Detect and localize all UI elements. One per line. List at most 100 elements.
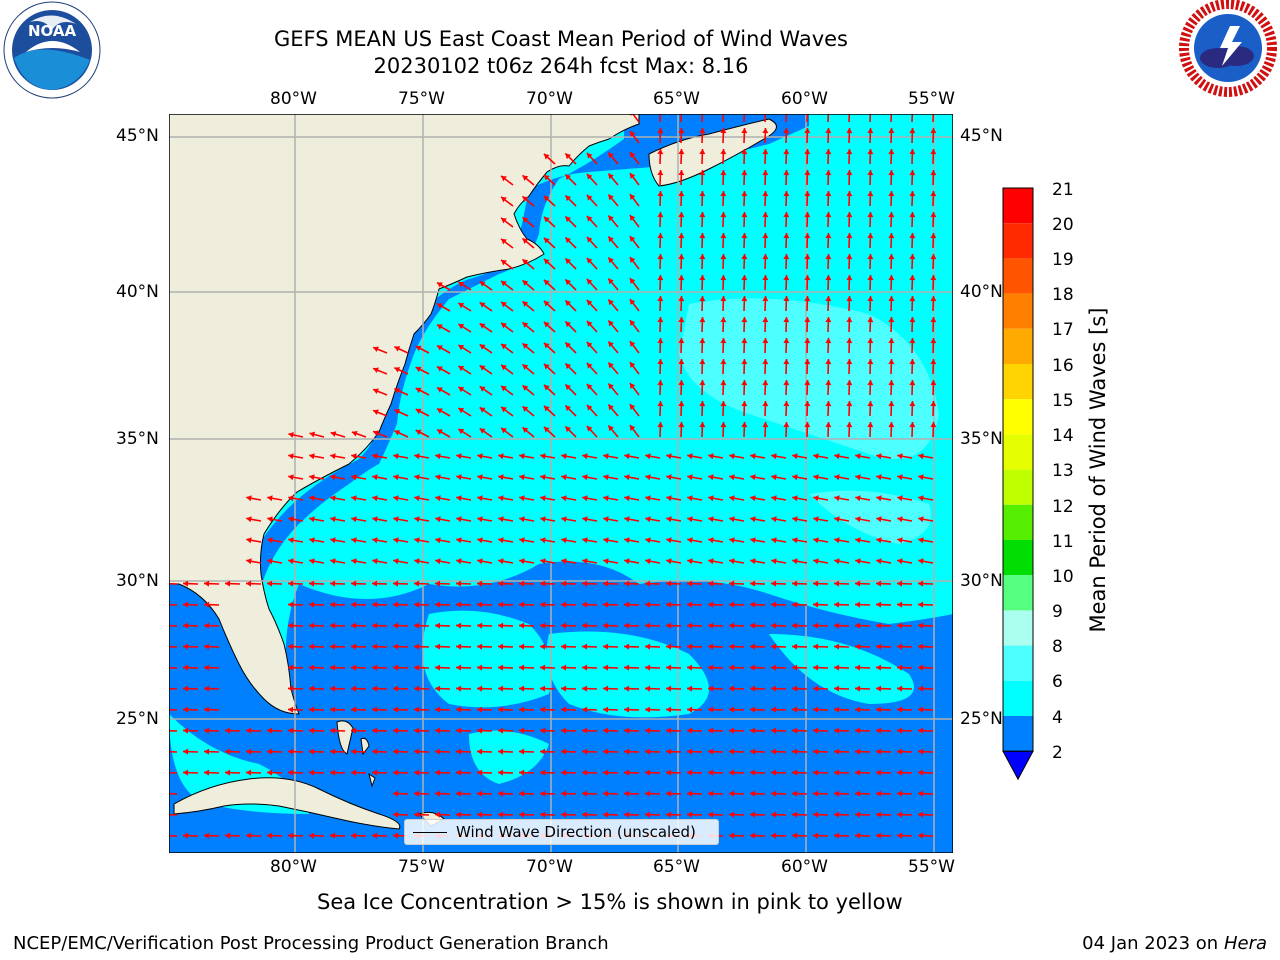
colorbar-level [1003,399,1033,435]
wind-wave-arrow [169,834,178,837]
colorbar-level [1003,540,1033,576]
wind-wave-arrowhead [855,643,861,650]
wind-wave-arrowhead [586,215,593,222]
wind-wave-arrow [890,114,893,123]
wind-wave-arrowhead [477,495,483,502]
chart-title: GEFS MEAN US East Coast Mean Period of W… [274,27,848,51]
wind-wave-arrowhead [519,453,525,460]
wind-wave-arrowhead [246,832,252,839]
wind-wave-arrowhead [867,359,874,365]
wind-wave-arrowhead [519,495,525,502]
wind-wave-arrowhead [897,474,903,481]
wind-wave-arrowhead [479,344,486,350]
wind-wave-arrowhead [415,429,422,436]
wind-wave-arrowhead [435,811,441,818]
wind-wave-arrowhead [540,495,546,502]
lat-label-left: 40°N [116,282,159,302]
wind-wave-arrowhead [867,317,874,323]
wind-wave-arrowhead [687,643,693,650]
wind-wave-arrowhead [666,685,672,692]
wind-wave-arrowhead [393,832,399,839]
wind-wave-arrowhead [522,175,529,181]
wind-wave-arrowhead [183,706,189,713]
wind-wave-arrowhead [804,296,811,302]
wind-wave-arrowhead [834,811,840,818]
wind-wave-arrowhead [687,664,693,671]
wind-wave-arrowhead [246,495,252,502]
wind-wave-arrowhead [246,516,252,523]
wind-wave-arrowhead [729,643,735,650]
wind-wave-arrowhead [888,212,895,218]
wind-wave-arrowhead [561,643,567,650]
wind-wave-arrowhead [666,811,672,818]
wind-wave-arrowhead [393,558,399,565]
wind-wave-arrowhead [750,474,756,481]
wind-wave-arrowhead [477,537,483,544]
wind-wave-arrowhead [435,474,441,481]
wind-wave-arrowhead [498,664,504,671]
wind-wave-arrow [169,813,178,816]
wind-wave-arrowhead [624,685,630,692]
wind-wave-arrowhead [666,643,672,650]
wind-wave-arrowhead [435,748,441,755]
wind-wave-arrowhead [918,601,924,608]
wind-wave-arrowhead [678,338,685,344]
wind-wave-arrowhead [918,643,924,650]
wind-wave-arrow [169,729,178,732]
wind-wave-arrowhead [930,191,937,197]
wind-wave-arrowhead [498,601,504,608]
wind-wave-arrow [169,750,178,753]
wind-wave-arrowhead [897,643,903,650]
wind-wave-arrowhead [288,537,294,544]
wind-wave-arrowhead [855,558,861,565]
wind-wave-arrowhead [603,811,609,818]
wind-wave-arrowhead [930,275,937,281]
wind-wave-arrowhead [897,790,903,797]
wind-wave-arrowhead [750,453,756,460]
wind-wave-arrowhead [456,474,462,481]
wind-wave-arrowhead [436,345,443,351]
wind-wave-arrowhead [762,422,769,428]
map-canvas[interactable] [169,114,953,853]
wind-wave-arrowhead [414,643,420,650]
lat-label-right: 30°N [960,571,1003,591]
wind-wave-arrowhead [678,275,685,281]
wind-wave-arrowhead [372,643,378,650]
wind-wave-arrowhead [813,706,819,713]
wind-wave-arrowhead [867,296,874,302]
wind-wave-arrowhead [624,643,630,650]
wind-wave-arrowhead [876,664,882,671]
wind-wave-arrowhead [565,174,572,181]
wind-wave-arrowhead [267,537,273,544]
wind-wave-arrowhead [565,384,572,391]
wind-wave-arrowhead [657,296,664,302]
wind-wave-arrowhead [813,811,819,818]
wind-wave-arrow [169,771,178,774]
wind-wave-arrowhead [762,317,769,323]
wind-wave-arrowhead [435,643,441,650]
wind-wave-arrowhead [456,643,462,650]
wind-wave-arrowhead [540,537,546,544]
wind-wave-arrowhead [414,516,420,523]
wind-wave-arrowhead [918,474,924,481]
wind-wave-arrowhead [813,832,819,839]
wind-wave-arrowhead [729,664,735,671]
wind-wave-arrowhead [561,790,567,797]
wind-wave-arrowhead [436,408,443,414]
wind-wave-arrowhead [804,128,811,134]
wind-wave-arrowhead [373,409,379,416]
wind-wave-arrowhead [477,601,483,608]
wind-wave-arrowhead [267,516,273,523]
wind-wave-arrowhead [918,495,924,502]
wind-wave-arrow [827,114,830,123]
wind-wave-arrow [631,114,640,123]
wind-wave-arrowhead [771,558,777,565]
wind-wave-arrowhead [330,727,336,734]
wind-wave-arrowhead [393,495,399,502]
wind-wave-arrowhead [729,769,735,776]
wind-wave-arrowhead [501,280,507,287]
wind-wave-arrowhead [582,558,588,565]
wind-wave-arrow [169,708,178,711]
wind-wave-arrowhead [519,474,525,481]
wind-wave-arrowhead [498,558,504,565]
